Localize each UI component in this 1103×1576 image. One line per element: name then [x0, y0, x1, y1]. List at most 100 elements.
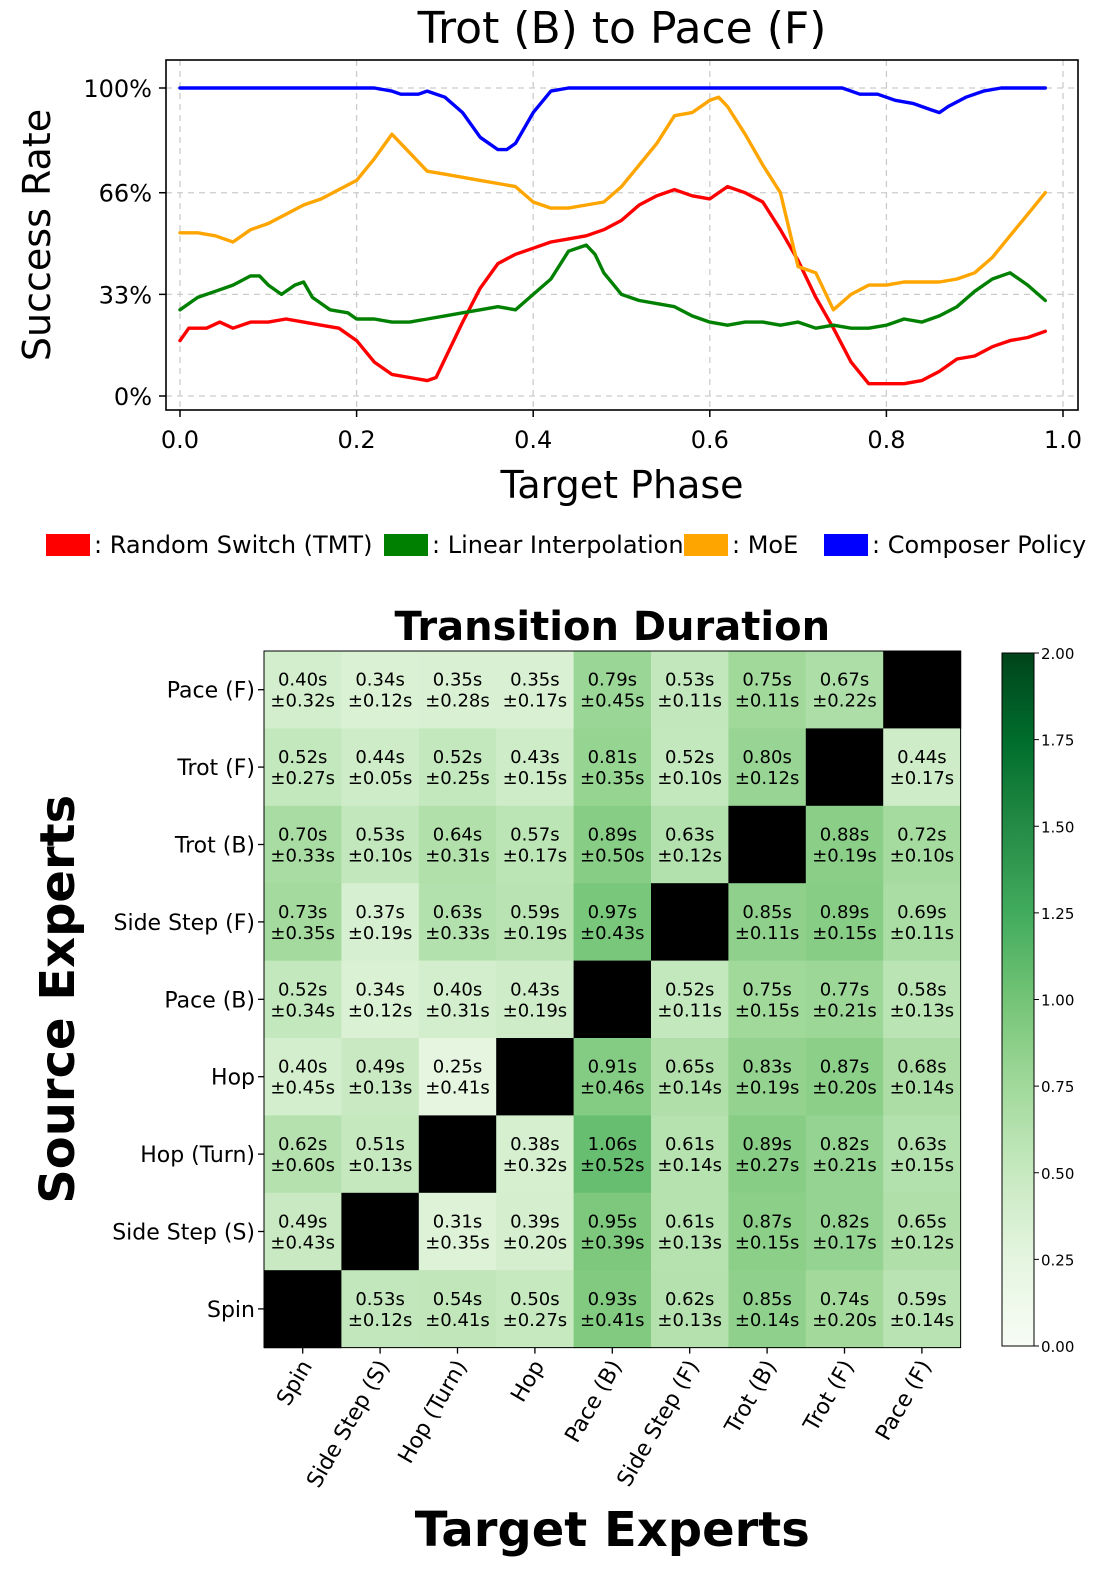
- heatmap-cell-mean: 0.61s: [665, 1212, 714, 1233]
- heatmap-cell: [573, 1038, 652, 1116]
- heatmap-cell-mean: 0.52s: [278, 979, 327, 1000]
- heatmap-cell: [805, 883, 884, 962]
- heatmap-cell-mean: 0.64s: [433, 825, 482, 846]
- heatmap-cell-empty: [651, 883, 729, 962]
- heatmap-cell-mean: 0.63s: [433, 902, 482, 923]
- heatmap-cell-std: ±0.19s: [503, 923, 568, 944]
- heatmap-y-label-hop-turn: Hop (Turn): [140, 1143, 255, 1168]
- heatmap-cell-std: ±0.32s: [503, 1155, 568, 1176]
- colorbar: [1001, 652, 1035, 1347]
- heatmap-cell: [573, 651, 652, 729]
- heatmap-cell-mean: 0.58s: [897, 979, 946, 1000]
- heatmap-cell-std: ±0.10s: [890, 846, 955, 867]
- heatmap-cell-mean: 0.50s: [510, 1289, 559, 1310]
- heatmap-cell-mean: 0.70s: [278, 825, 327, 846]
- heatmap-cell-mean: 0.40s: [433, 979, 482, 1000]
- series-line-moe: [178, 95, 1047, 312]
- heatmap-cell-mean: 0.81s: [588, 747, 637, 768]
- heatmap-cell-std: ±0.31s: [425, 846, 490, 867]
- heatmap-cell: [728, 651, 807, 729]
- heatmap-cell-std: ±0.43s: [270, 1233, 335, 1254]
- series-line-composer-policy: [178, 86, 1047, 152]
- heatmap-x-label-trot-f: Trot (F): [799, 1356, 860, 1437]
- heatmap-cell: [805, 1192, 884, 1271]
- heatmap-cell-empty: [341, 1192, 420, 1271]
- colorbar-tick-label-6: 1.50: [1041, 818, 1074, 836]
- heatmap-cell: [418, 651, 497, 729]
- heatmap-cell-mean: 0.63s: [665, 825, 714, 846]
- line-chart-frame: [165, 59, 1079, 411]
- heatmap-cell: [728, 883, 807, 962]
- heatmap-cell: [651, 960, 729, 1039]
- heatmap-x-label-spin: Spin: [272, 1356, 318, 1410]
- heatmap-cell: [728, 960, 807, 1039]
- heatmap-cell-std: ±0.12s: [735, 768, 800, 789]
- legend-label-composer-policy: : Composer Policy: [872, 531, 1087, 559]
- heatmap-cell-std: ±0.15s: [812, 923, 877, 944]
- legend-swatch-random-switch: [46, 534, 90, 556]
- heatmap-cell: [573, 883, 652, 962]
- heatmap-cell: [728, 1270, 807, 1349]
- heatmap-cell-mean: 0.61s: [665, 1134, 714, 1155]
- heatmap-cell: [496, 1192, 575, 1271]
- legend-label-moe: : MoE: [732, 531, 799, 559]
- legend-item-linear-interpolation: : Linear Interpolation: [384, 531, 684, 559]
- heatmap-cell-mean: 0.89s: [820, 902, 869, 923]
- heatmap-x-axis-label: Target Experts: [415, 1502, 810, 1558]
- heatmap-cell-std: ±0.15s: [735, 1000, 800, 1021]
- heatmap-cell-std: ±0.15s: [735, 1233, 800, 1254]
- heatmap-x-label-pace-f: Pace (F): [871, 1356, 937, 1445]
- heatmap-cell-std: ±0.27s: [503, 1310, 568, 1331]
- heatmap-cell: [805, 651, 884, 729]
- heatmap-cell: [883, 1192, 962, 1271]
- colorbar-tick-label-5: 1.25: [1041, 905, 1074, 923]
- heatmap-cell-empty: [573, 960, 652, 1039]
- heatmap-cell: [264, 1192, 342, 1271]
- heatmap-cell: [573, 1270, 652, 1349]
- heatmap-cell-mean: 0.72s: [897, 825, 946, 846]
- heatmap-cell: [805, 1038, 884, 1116]
- heatmap-cell-mean: 0.52s: [433, 747, 482, 768]
- heatmap-cell-empty: [496, 1038, 575, 1116]
- heatmap-cell-std: ±0.27s: [735, 1155, 800, 1176]
- legend-swatch-linear-interpolation: [384, 534, 428, 556]
- heatmap-cell-mean: 0.89s: [588, 825, 637, 846]
- heatmap-cell-std: ±0.35s: [425, 1233, 490, 1254]
- heatmap-cell-mean: 0.34s: [355, 670, 404, 691]
- heatmap-cell: [728, 1192, 807, 1271]
- heatmap-cell-mean: 0.54s: [433, 1289, 482, 1310]
- heatmap-cell-mean: 0.67s: [820, 670, 869, 691]
- line-chart: Trot (B) to Pace (F) 0.0 0.2 0.4 0.6 0.8 1.0 0%…: [15, 3, 1082, 507]
- heatmap-cell-empty: [883, 651, 962, 729]
- heatmap-chart: Transition Duration0.40s±0.32s0.34s±0.12…: [30, 604, 1074, 1558]
- heatmap-cell-std: ±0.14s: [657, 1155, 722, 1176]
- heatmap-cell: [264, 1038, 342, 1116]
- heatmap-cell: [418, 805, 497, 884]
- heatmap-cell-mean: 0.88s: [820, 825, 869, 846]
- heatmap-cell-mean: 1.06s: [588, 1134, 637, 1155]
- heatmap-cell: [883, 1038, 962, 1116]
- x-tick-label-2: 0.4: [514, 426, 552, 454]
- heatmap-cell-std: ±0.20s: [812, 1310, 877, 1331]
- heatmap-cell-mean: 0.91s: [588, 1057, 637, 1078]
- heatmap-cell: [496, 805, 575, 884]
- heatmap-cell-std: ±0.19s: [348, 923, 413, 944]
- heatmap-cell-std: ±0.35s: [270, 923, 335, 944]
- heatmap-cell: [883, 883, 962, 962]
- heatmap-cell-mean: 0.52s: [665, 747, 714, 768]
- heatmap-cell: [496, 1115, 575, 1194]
- heatmap-cell-std: ±0.11s: [657, 1000, 722, 1021]
- heatmap-cell-mean: 0.95s: [588, 1212, 637, 1233]
- heatmap-cell-mean: 0.49s: [355, 1057, 404, 1078]
- y-tick-label-3: 100%: [83, 75, 152, 103]
- heatmap-cell-std: ±0.31s: [425, 1000, 490, 1021]
- legend-item-moe: : MoE: [684, 531, 799, 559]
- heatmap-cell-std: ±0.19s: [503, 1000, 568, 1021]
- heatmap-cell: [651, 728, 729, 807]
- heatmap-cell-std: ±0.13s: [657, 1310, 722, 1331]
- heatmap-cell-mean: 0.82s: [820, 1134, 869, 1155]
- heatmap-cell-mean: 0.62s: [278, 1134, 327, 1155]
- line-chart-title: Trot (B) to Pace (F): [417, 3, 827, 54]
- heatmap-cell: [264, 960, 342, 1039]
- heatmap-cell-mean: 0.53s: [355, 1289, 404, 1310]
